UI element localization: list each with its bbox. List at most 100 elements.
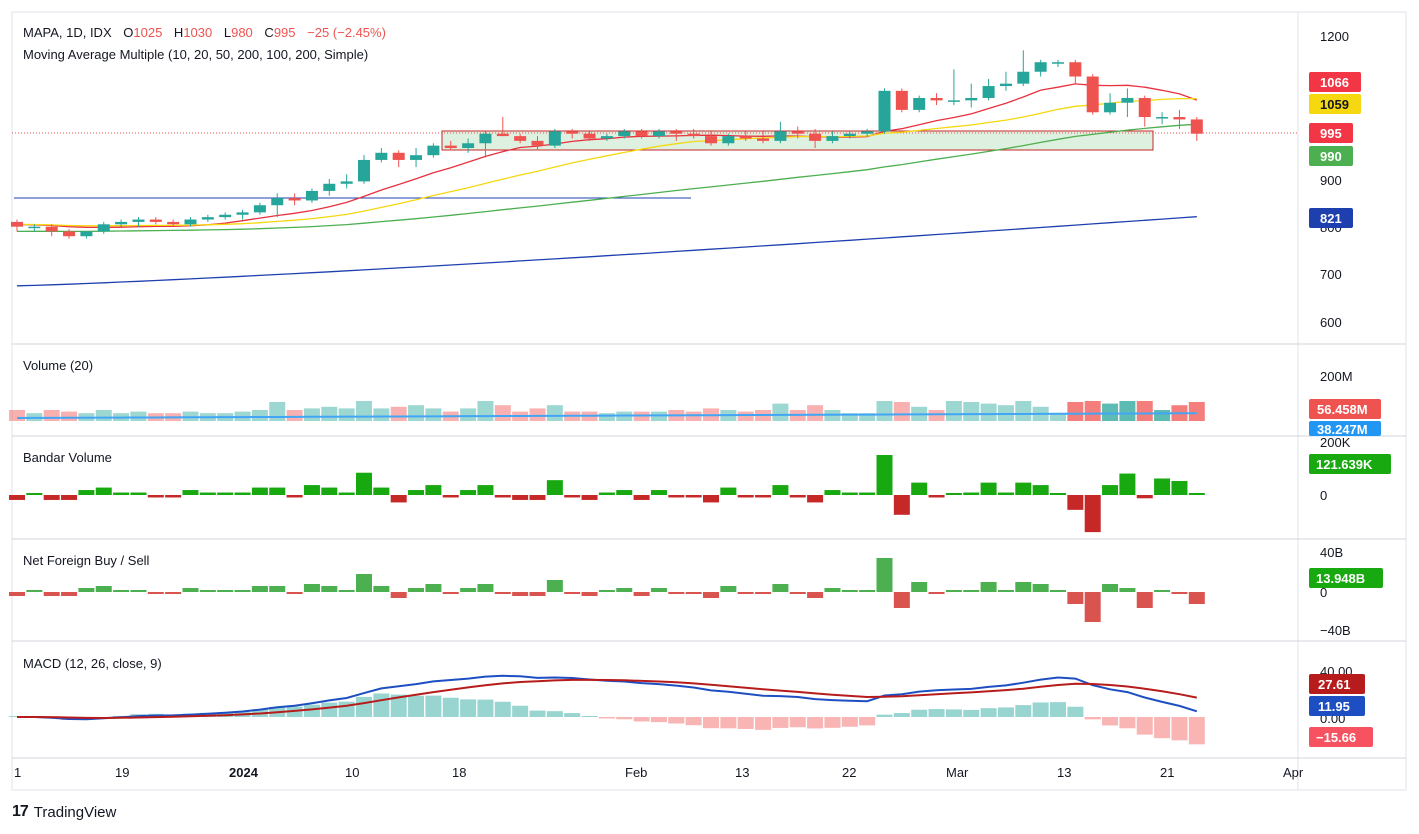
low-label: L: [224, 25, 231, 40]
candle-body: [1138, 97, 1151, 118]
volume-bar: [338, 408, 355, 421]
bandar-bar: [564, 495, 581, 498]
macd-histogram-bar: [1136, 717, 1153, 735]
volume-bar: [980, 403, 997, 421]
price-badge: 995: [1309, 123, 1353, 143]
ma50-badge: 990: [1309, 146, 1353, 166]
foreign-pane-title[interactable]: Net Foreign Buy / Sell: [23, 553, 150, 568]
candle-body: [410, 155, 423, 160]
high-label: H: [174, 25, 183, 40]
macd-histogram-bar: [581, 716, 598, 717]
time-tick: 2024: [229, 765, 259, 780]
candle-body: [63, 231, 76, 237]
bandar-bar: [356, 472, 372, 495]
macd-histogram-bar: [841, 717, 858, 727]
bandar-bar: [286, 495, 303, 498]
candle-body: [652, 131, 665, 137]
ma100-badge: 821: [1309, 208, 1353, 228]
candle-body: [774, 131, 787, 141]
macd-histogram-bar: [876, 714, 893, 717]
bandar-bar: [928, 495, 945, 498]
candle-body: [132, 219, 145, 222]
volume-bar: [95, 410, 112, 421]
foreign-bar: [43, 592, 60, 596]
foreign-tick: 40B: [1320, 545, 1343, 560]
foreign-bar: [78, 588, 95, 592]
volume-bar: [43, 410, 60, 421]
high-value: 1030: [183, 25, 212, 40]
foreign-bar: [390, 592, 407, 598]
volume-bar: [772, 403, 789, 421]
foreign-bar: [893, 592, 910, 608]
ma-indicator-title[interactable]: Moving Average Multiple (10, 20, 50, 200…: [23, 47, 368, 62]
macd-histogram-bar: [494, 701, 511, 717]
macd-histogram-bar: [390, 694, 407, 717]
brand-watermark[interactable]: 17 TradingView: [12, 803, 116, 821]
macd-histogram-bar: [963, 709, 980, 717]
low-value: 980: [231, 25, 253, 40]
macd-histogram-bar: [442, 697, 459, 717]
foreign-bar: [581, 592, 598, 596]
foreign-bar: [251, 586, 268, 592]
candle-body: [167, 221, 180, 225]
bandar-bar: [997, 492, 1014, 495]
bandar-bar: [43, 495, 60, 500]
candle-body: [514, 136, 527, 141]
ma20-line: [16, 97, 1197, 227]
candle-body: [1052, 62, 1064, 64]
open-label: O: [123, 25, 133, 40]
foreign-bar: [1067, 592, 1084, 604]
bandar-bar: [598, 492, 615, 495]
bandar-bar: [859, 492, 876, 495]
volume-bar: [841, 413, 858, 421]
foreign-tick: 0: [1320, 585, 1327, 600]
time-tick: Feb: [625, 765, 647, 780]
volume-bar: [1015, 401, 1032, 421]
volume-bar: [303, 408, 320, 421]
candle-body: [791, 131, 804, 134]
foreign-bar: [286, 592, 303, 594]
macd-pane-title[interactable]: MACD (12, 26, close, 9): [23, 656, 162, 671]
bandar-bar: [841, 492, 858, 495]
volume-bar: [460, 408, 477, 421]
foreign-bar: [95, 586, 112, 592]
macd-histogram-bar: [980, 708, 997, 717]
foreign-bar: [408, 588, 425, 592]
candle-body: [1034, 62, 1047, 72]
ma10-badge: 1066: [1309, 72, 1361, 92]
volume-pane-title[interactable]: Volume (20): [23, 358, 93, 373]
time-tick: 1: [14, 765, 21, 780]
bandar-bar: [494, 495, 511, 498]
bandar-tick: 200K: [1320, 435, 1351, 450]
candle-body: [947, 100, 960, 102]
bandar-bar: [1102, 485, 1119, 495]
legend-header[interactable]: MAPA, 1D, IDX O1025 H1030 L980 C995 −25 …: [23, 25, 386, 40]
foreign-bar: [1102, 584, 1119, 592]
candle-body: [861, 131, 874, 134]
bandar-bar: [876, 455, 893, 495]
macd-badge: 27.61: [1309, 674, 1365, 694]
macd-histogram-bar: [1171, 717, 1188, 741]
bandar-bar: [217, 492, 234, 495]
volume-bar: [1050, 413, 1066, 421]
macd-histogram-bar: [703, 717, 719, 729]
open-value: 1025: [133, 25, 162, 40]
macd-histogram-bar: [772, 717, 789, 728]
macd-histogram-bar: [598, 717, 615, 719]
candle-body: [895, 90, 908, 110]
bandar-pane-title[interactable]: Bandar Volume: [23, 450, 112, 465]
bandar-bar: [251, 487, 268, 495]
volume-bar: [269, 402, 286, 421]
candle-body: [670, 131, 683, 134]
bandar-bar: [1154, 478, 1171, 495]
close-label: C: [264, 25, 273, 40]
candle-body: [739, 136, 752, 139]
foreign-bar: [546, 580, 563, 592]
candle-body: [965, 97, 978, 101]
svg-text:1066: 1066: [1320, 75, 1349, 90]
bandar-bar: [1067, 495, 1084, 510]
macd-histogram-bar: [1032, 702, 1049, 717]
macd-histogram-bar: [737, 717, 754, 729]
macd-histogram-bar: [650, 717, 667, 723]
